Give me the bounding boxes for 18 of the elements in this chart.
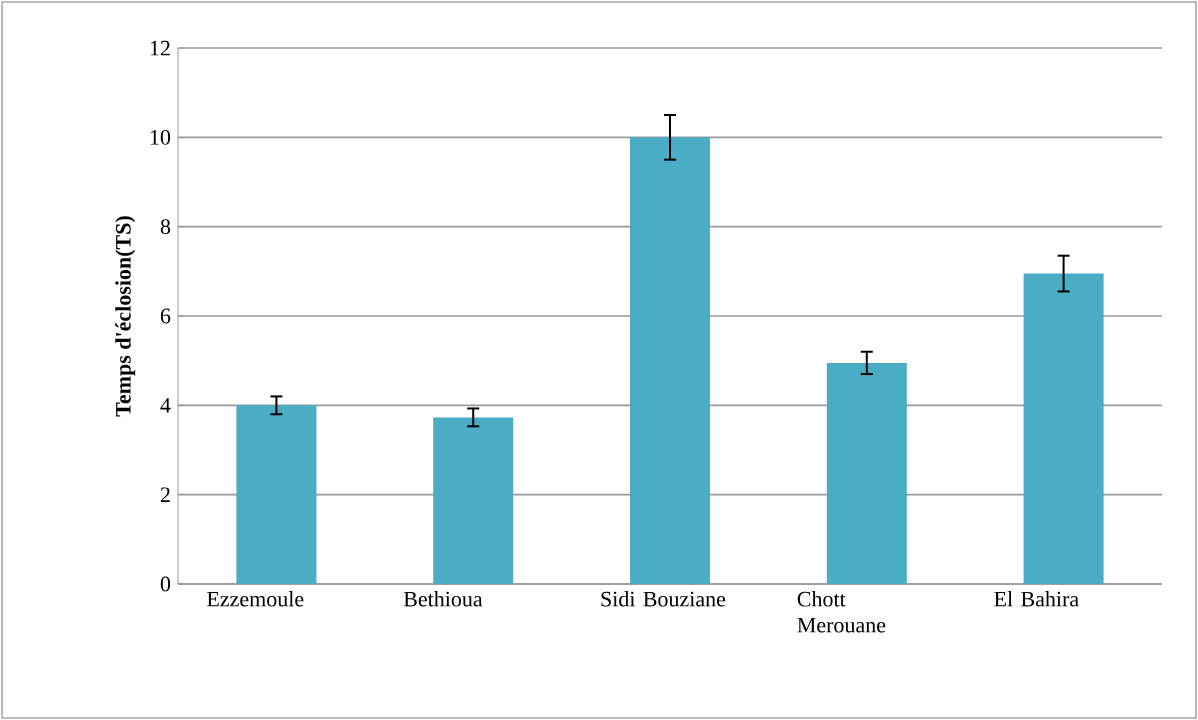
y-tick-label: 12: [150, 40, 170, 56]
bar: [1023, 273, 1104, 584]
x-tick-label: Bethioua: [403, 591, 483, 607]
y-tick-label: 6: [160, 308, 171, 324]
y-tick-label: 2: [160, 487, 170, 502]
bar: [630, 137, 710, 584]
y-tick-label: 0: [160, 576, 171, 592]
y-axis-title: Temps d'éclosion(TS): [115, 216, 136, 417]
y-tick-label: 8: [160, 219, 171, 235]
y-tick-label: 4: [160, 398, 171, 413]
y-tick-label: 10: [150, 129, 171, 145]
x-tick-label: Chott Merouane: [797, 591, 886, 633]
bar: [236, 405, 317, 584]
bar: [433, 417, 514, 584]
bar: [826, 362, 907, 584]
x-tick-label: Ezzemoule: [207, 591, 304, 607]
x-tick-label: Sidi Bouziane: [601, 591, 726, 607]
x-tick-label: El Bahira: [994, 591, 1079, 607]
